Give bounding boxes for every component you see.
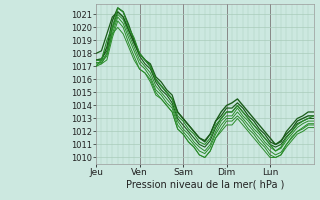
X-axis label: Pression niveau de la mer( hPa ): Pression niveau de la mer( hPa )	[126, 180, 284, 190]
